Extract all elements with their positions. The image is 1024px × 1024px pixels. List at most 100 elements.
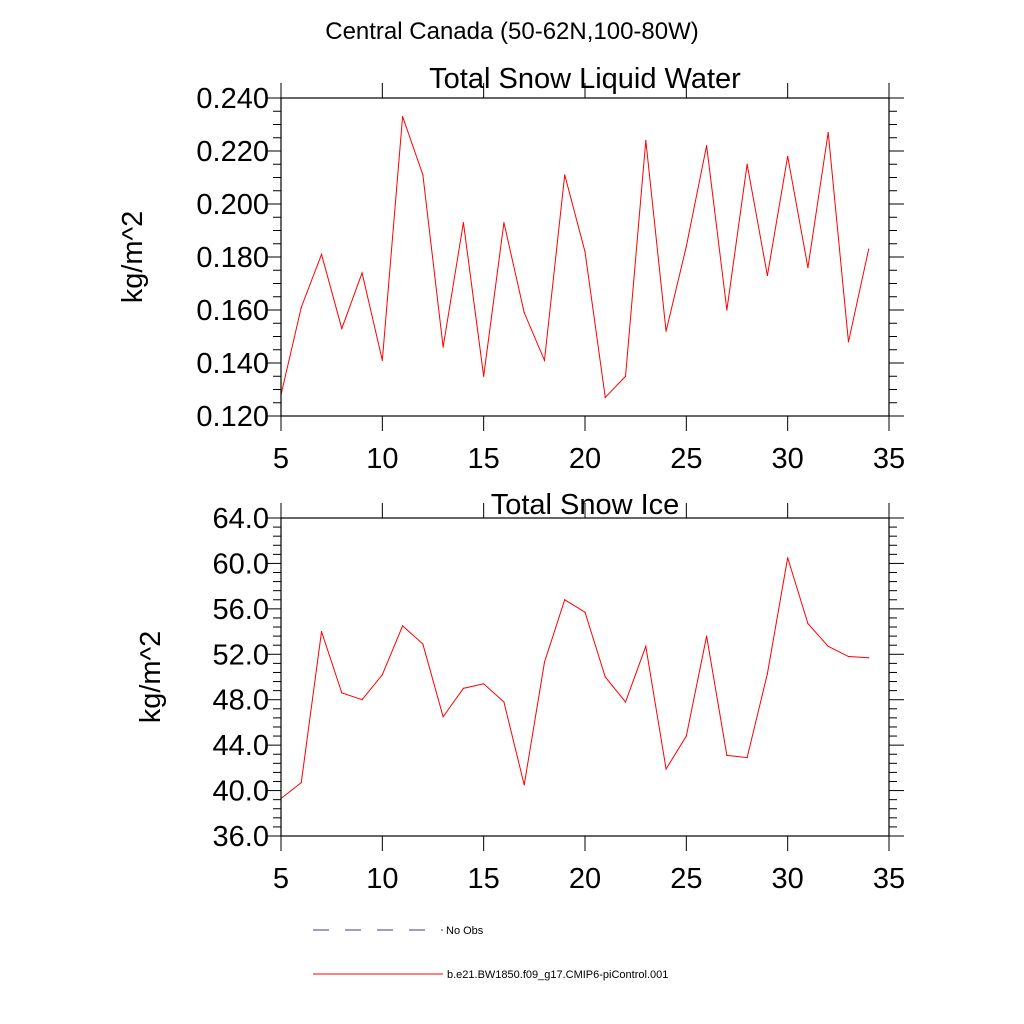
data-point xyxy=(685,245,687,247)
y-tick-label: 48.0 xyxy=(213,685,269,717)
data-point xyxy=(787,557,789,559)
y-tick-label: 0.240 xyxy=(196,83,269,115)
x-tick-label: 35 xyxy=(873,863,905,895)
y-tick-label: 56.0 xyxy=(213,594,269,626)
plot-frame xyxy=(280,97,890,417)
y-tick-label: 40.0 xyxy=(213,776,269,808)
y-tick-label: 36.0 xyxy=(213,821,269,853)
data-point xyxy=(604,396,606,399)
data-point xyxy=(564,599,566,601)
y-tick-labels: 36.0 40.0 44.0 48.0 52.0 56.0 60.0 64.0 xyxy=(213,503,269,853)
data-point xyxy=(300,306,302,308)
x-tick-labels: 5 10 15 20 25 30 35 xyxy=(273,863,905,895)
y-tick-label: 0.180 xyxy=(196,242,269,274)
data-point xyxy=(847,341,850,343)
series-line xyxy=(280,557,869,799)
y-tick-label: 52.0 xyxy=(213,639,269,671)
data-point xyxy=(584,611,586,613)
page-title: Central Canada (50-62N,100-80W) xyxy=(325,18,699,45)
data-point xyxy=(624,701,627,703)
x-tick-label: 35 xyxy=(873,443,905,475)
data-point xyxy=(787,155,789,157)
data-point xyxy=(766,274,769,277)
data-point xyxy=(341,692,343,694)
data-point xyxy=(462,687,464,689)
axis-ticks xyxy=(266,503,904,851)
data-point xyxy=(766,672,769,675)
x-tick-label: 30 xyxy=(772,443,804,475)
data-point xyxy=(665,768,667,770)
data-point xyxy=(665,330,667,332)
data-point xyxy=(381,674,383,676)
plot-lines xyxy=(280,115,870,399)
data-point xyxy=(807,623,809,625)
x-tick-label: 5 xyxy=(273,863,289,895)
data-point xyxy=(442,716,444,718)
data-point xyxy=(726,309,728,311)
x-tick-label: 10 xyxy=(366,443,398,475)
data-point xyxy=(706,145,708,147)
data-point xyxy=(523,784,525,786)
y-tick-label: 0.220 xyxy=(196,136,269,168)
x-tick-label: 30 xyxy=(772,863,804,895)
y-tick-label: 44.0 xyxy=(213,730,269,762)
data-point xyxy=(543,661,546,663)
chart-panel-liquid-water: Total Snow Liquid Water kg/m^2 5 10 15 20 25… xyxy=(117,63,905,475)
data-point xyxy=(361,272,363,274)
x-tick-label: 10 xyxy=(366,863,398,895)
y-tick-label: 0.160 xyxy=(196,295,269,327)
x-tick-label: 20 xyxy=(569,443,601,475)
data-point xyxy=(645,645,647,647)
data-point xyxy=(320,253,323,255)
data-point xyxy=(868,248,870,250)
data-point xyxy=(422,174,424,176)
y-tick-label: 0.200 xyxy=(196,189,269,221)
data-point xyxy=(402,115,404,118)
data-point xyxy=(402,625,404,627)
data-point xyxy=(706,635,708,637)
data-point xyxy=(503,221,505,224)
data-point xyxy=(320,630,323,633)
data-point xyxy=(483,683,485,685)
x-tick-label: 25 xyxy=(670,443,702,475)
axis-ticks xyxy=(266,83,904,431)
x-tick-label: 20 xyxy=(569,863,601,895)
y-tick-label: 0.120 xyxy=(196,401,269,433)
data-point xyxy=(847,655,850,658)
data-point xyxy=(503,701,505,703)
chart-panel-snow-ice: Total Snow Ice kg/m^2 5 10 15 20 25 30 35 36.0… xyxy=(135,489,905,895)
data-point xyxy=(685,735,687,737)
data-point xyxy=(868,657,870,659)
data-point xyxy=(746,757,748,759)
x-tick-label: 25 xyxy=(670,863,702,895)
x-tick-label: 5 xyxy=(273,443,289,475)
data-point xyxy=(827,131,829,134)
x-tick-label: 15 xyxy=(468,443,500,475)
data-point xyxy=(341,327,343,330)
data-point xyxy=(300,782,302,784)
plot-frame xyxy=(280,517,890,837)
legend: No Obs b.e21.BW1850.f09_g17.CMIP6-piCont… xyxy=(313,925,668,981)
data-point xyxy=(462,221,464,224)
data-point xyxy=(422,643,424,645)
data-point xyxy=(584,251,586,253)
data-point xyxy=(442,346,444,348)
data-point xyxy=(726,754,728,756)
data-point xyxy=(827,645,829,647)
y-axis-label: kg/m^2 xyxy=(135,631,167,724)
y-tick-label: 60.0 xyxy=(213,548,269,580)
data-point xyxy=(624,375,627,377)
y-axis-label: kg/m^2 xyxy=(117,211,149,304)
data-point xyxy=(523,312,525,314)
legend-label-no-obs: No Obs xyxy=(446,925,484,937)
y-tick-labels: 0.120 0.140 0.160 0.180 0.200 0.220 0.240 xyxy=(196,83,269,433)
data-point xyxy=(381,359,383,361)
data-point xyxy=(483,375,485,377)
plot-lines xyxy=(280,557,870,800)
x-tick-labels: 5 10 15 20 25 30 35 xyxy=(273,443,905,475)
data-point xyxy=(604,676,606,678)
data-point xyxy=(807,267,809,269)
y-tick-label: 0.140 xyxy=(196,348,269,380)
x-tick-label: 15 xyxy=(468,863,500,895)
